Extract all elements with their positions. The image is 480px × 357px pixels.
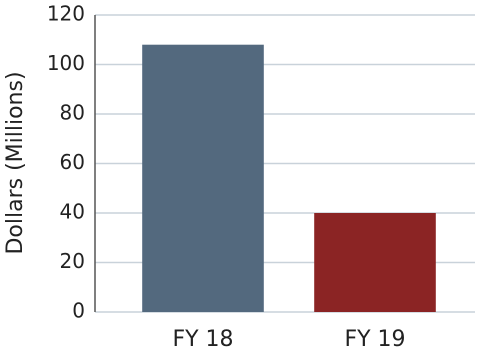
x-tick-label: FY 19 [344, 327, 405, 352]
y-axis-title: Dollars (Millions) [3, 71, 28, 254]
bar [314, 213, 436, 312]
bar [142, 44, 264, 312]
y-tick-label: 120 [47, 2, 85, 26]
y-tick-label: 20 [60, 249, 85, 273]
y-tick-label: 100 [47, 51, 85, 75]
y-tick-label: 0 [72, 299, 85, 323]
y-tick-label: 80 [60, 101, 85, 125]
y-tick-label: 60 [60, 150, 85, 174]
y-tick-label: 40 [60, 200, 85, 224]
x-tick-label: FY 18 [172, 327, 233, 352]
